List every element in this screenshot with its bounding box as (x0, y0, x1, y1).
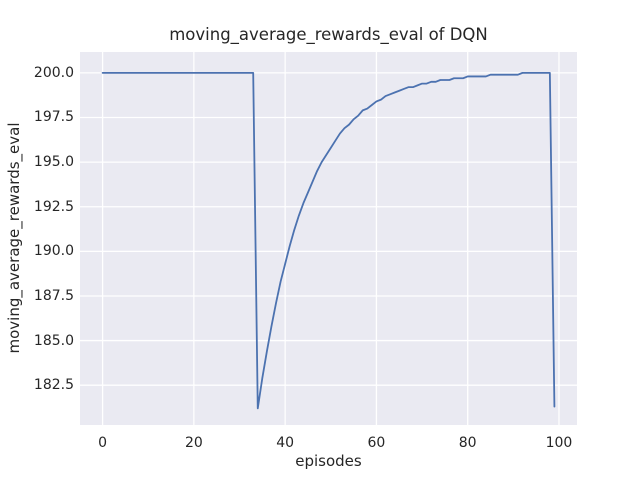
chart-title: moving_average_rewards_eval of DQN (169, 25, 488, 44)
y-tick-label: 187.5 (33, 287, 74, 304)
x-tick-label: 40 (276, 435, 295, 451)
axes-background (80, 52, 577, 425)
y-tick-label: 192.5 (33, 198, 74, 215)
data-line-series (101, 71, 556, 410)
x-tick-label: 0 (98, 435, 108, 451)
y-tick-label: 197.5 (33, 109, 74, 126)
x-tick-label: 100 (545, 435, 573, 451)
x-tick-label: 60 (367, 435, 386, 451)
x-axis-label: episodes (295, 452, 362, 470)
x-tick-label: 20 (184, 435, 203, 451)
y-tick-label: 182.5 (33, 377, 74, 394)
y-tick-label: 185.0 (33, 332, 74, 349)
y-tick-label: 195.0 (33, 154, 74, 171)
y-tick-label: 190.0 (33, 243, 74, 260)
x-tick-label: 80 (458, 435, 477, 451)
y-tick-label: 200.0 (33, 64, 74, 81)
